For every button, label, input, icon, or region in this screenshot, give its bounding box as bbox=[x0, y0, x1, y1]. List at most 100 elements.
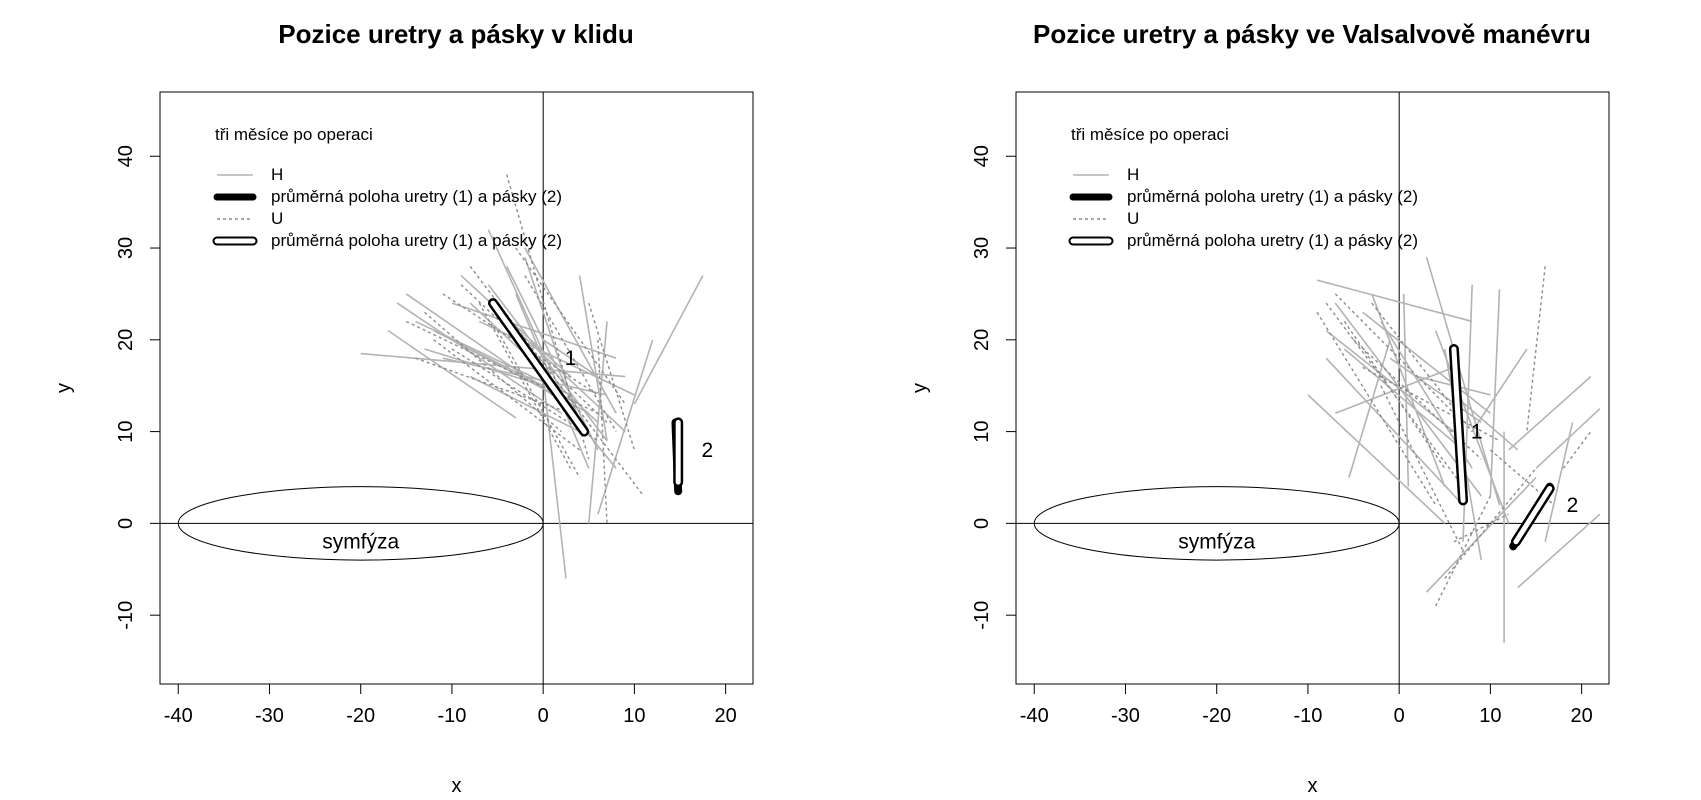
series-h-segment bbox=[360, 352, 626, 378]
series-u-segment bbox=[1489, 449, 1555, 506]
series-u-segment bbox=[1316, 311, 1437, 506]
legend-entry-label: průměrná poloha uretry (1) a pásky (2) bbox=[271, 231, 562, 250]
series-h-segment bbox=[1471, 348, 1528, 433]
y-tick-label: 40 bbox=[115, 145, 137, 167]
y-tick-label: 20 bbox=[115, 329, 137, 351]
series-h-segment bbox=[1316, 279, 1473, 323]
series-u-segment bbox=[524, 275, 617, 432]
x-tick-label: -10 bbox=[437, 705, 466, 727]
x-tick-label: -10 bbox=[1293, 705, 1322, 727]
series-u-segment bbox=[1325, 302, 1464, 488]
x-tick-label: 10 bbox=[623, 705, 645, 727]
series-h-segment bbox=[405, 293, 553, 396]
series-h-segment bbox=[1325, 357, 1464, 506]
annotation-label: 2 bbox=[1567, 494, 1579, 517]
x-tick-label: 20 bbox=[715, 705, 737, 727]
x-axis-label: x bbox=[452, 775, 462, 797]
legend-entry-label: H bbox=[271, 165, 283, 184]
legend-header: tři měsíce po operaci bbox=[215, 125, 373, 144]
chart-panel-1: Pozice uretry a pásky v klidu -40 -30 -20 -1… bbox=[53, 19, 754, 797]
x-tick-label: -20 bbox=[346, 705, 375, 727]
series-u-segment bbox=[515, 247, 626, 405]
series-u-segment bbox=[1526, 266, 1546, 432]
series-u-segment bbox=[451, 348, 599, 442]
x-tick-label: 10 bbox=[1479, 705, 1501, 727]
series-h-segment bbox=[587, 321, 608, 524]
series-h-segment bbox=[524, 256, 581, 423]
plot-area bbox=[1016, 92, 1609, 684]
mean-u-segment-fill bbox=[1513, 486, 1553, 545]
y-tick-label: 20 bbox=[971, 329, 993, 351]
series-h-segment bbox=[487, 229, 572, 414]
series-h-segment bbox=[460, 274, 572, 378]
plot-area bbox=[160, 92, 753, 684]
series-u-segment bbox=[597, 339, 608, 524]
symphysis-ellipse bbox=[177, 486, 544, 561]
series-h-segment bbox=[1434, 330, 1510, 524]
legend-entry-label: průměrná poloha uretry (1) a pásky (2) bbox=[1127, 231, 1418, 250]
x-tick-label: -30 bbox=[1111, 705, 1140, 727]
series-h-segment bbox=[469, 375, 581, 433]
x-tick-label: -30 bbox=[255, 705, 284, 727]
annotation-label: 1 bbox=[565, 347, 577, 370]
series-h-segment bbox=[505, 266, 599, 451]
series-h-segment bbox=[1453, 394, 1519, 451]
series-u-segment bbox=[1435, 495, 1492, 607]
series-u-segment bbox=[588, 302, 636, 451]
series-u-segment bbox=[1362, 366, 1500, 442]
annotation-label: 1 bbox=[1471, 421, 1483, 444]
plot-frame bbox=[159, 91, 754, 685]
y-axis-label: y bbox=[909, 383, 931, 393]
series-u-segment bbox=[496, 330, 581, 478]
series-h-segment bbox=[387, 329, 517, 419]
symphysis-label: symfýza bbox=[1178, 531, 1255, 554]
legend-entry-label: U bbox=[271, 209, 283, 228]
series-u-segment bbox=[433, 339, 581, 451]
series-h-segment bbox=[1307, 394, 1446, 524]
y-tick-label: 10 bbox=[971, 420, 993, 442]
chart-panel-2: Pozice uretry a pásky ve Valsalvově mané… bbox=[909, 19, 1610, 797]
y-axis-label: y bbox=[53, 383, 75, 393]
legend-entry-label: H bbox=[1127, 165, 1139, 184]
series-h-segment bbox=[451, 302, 617, 359]
series-h-segment bbox=[1489, 289, 1501, 496]
series-h-segment bbox=[633, 275, 704, 405]
legend-entry-label: U bbox=[1127, 209, 1139, 228]
y-tick-label: 0 bbox=[971, 518, 993, 529]
symphysis-label: symfýza bbox=[322, 531, 399, 554]
y-tick-label: 30 bbox=[971, 237, 993, 259]
series-h-segment bbox=[1343, 348, 1464, 451]
chart-title: Pozice uretry a pásky ve Valsalvově mané… bbox=[1033, 19, 1591, 49]
legend-entry-label: průměrná poloha uretry (1) a pásky (2) bbox=[1127, 187, 1418, 206]
series-u-segment bbox=[1380, 385, 1464, 552]
x-tick-label: 0 bbox=[538, 705, 549, 727]
series-u-segment bbox=[1334, 293, 1455, 414]
legend-entry-label: průměrná poloha uretry (1) a pásky (2) bbox=[271, 187, 562, 206]
series-u-segment bbox=[1453, 513, 1509, 543]
series-h-segment bbox=[1517, 513, 1601, 589]
mean-u-segment-fill bbox=[490, 300, 587, 435]
series-h-segment bbox=[1335, 366, 1455, 414]
series-h-segment bbox=[424, 348, 544, 387]
series-h-segment bbox=[1362, 311, 1491, 414]
series-h-segment bbox=[1425, 256, 1501, 506]
plot-frame bbox=[1015, 91, 1610, 685]
mean-u-segment-fill bbox=[1451, 346, 1466, 503]
series-u-segment bbox=[1562, 431, 1592, 469]
x-tick-label: 0 bbox=[1394, 705, 1405, 727]
series-h-segment bbox=[597, 339, 654, 515]
series-h-segment bbox=[1389, 357, 1482, 424]
series-u-segment bbox=[478, 302, 572, 469]
x-tick-label: -40 bbox=[1020, 705, 1049, 727]
y-tick-label: 10 bbox=[115, 420, 137, 442]
x-axis-label: x bbox=[1308, 775, 1318, 797]
chart-title: Pozice uretry a pásky v klidu bbox=[278, 19, 634, 49]
series-h-segment bbox=[1325, 330, 1455, 433]
legend-header: tři měsíce po operaci bbox=[1071, 125, 1229, 144]
x-tick-label: 20 bbox=[1571, 705, 1593, 727]
x-tick-label: -20 bbox=[1202, 705, 1231, 727]
